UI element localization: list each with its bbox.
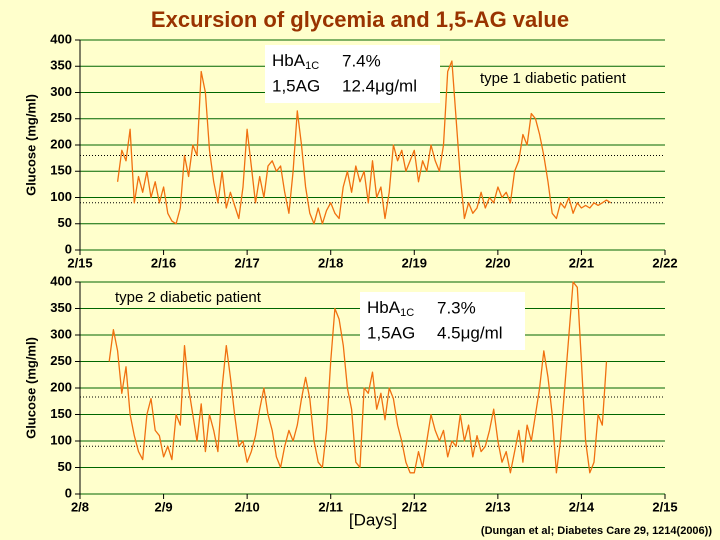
y-tick-label: 250 xyxy=(50,353,72,368)
hba1c-name: HbA xyxy=(367,298,401,317)
x-tick-label: 2/21 xyxy=(569,255,594,270)
hba1c-name: HbA xyxy=(272,51,306,70)
y-tick-label: 0 xyxy=(65,485,72,500)
x-tick-label: 2/18 xyxy=(318,255,343,270)
y-tick-label: 400 xyxy=(50,273,72,288)
hba1c-value: 7.4% xyxy=(342,51,381,70)
patient-label: type 1 diabetic patient xyxy=(480,70,627,87)
x-tick-label: 2/17 xyxy=(234,255,259,270)
x-tick-label: 2/14 xyxy=(569,499,595,514)
y-tick-label: 50 xyxy=(58,459,72,474)
hba1c-label: HbA1C xyxy=(367,298,414,318)
x-tick-label: 2/22 xyxy=(652,255,677,270)
x-tick-label: 2/13 xyxy=(485,499,510,514)
x-tick-label: 2/15 xyxy=(652,499,677,514)
info-box xyxy=(265,45,440,103)
hba1c-value: 7.3% xyxy=(437,298,476,317)
y-axis-label: Glucose (mg/ml) xyxy=(23,337,38,439)
y-tick-label: 150 xyxy=(50,406,72,421)
ag-label: 1,5AG xyxy=(272,76,320,95)
x-tick-label: 2/8 xyxy=(71,499,89,514)
hba1c-label: HbA1C xyxy=(272,51,319,71)
y-tick-label: 150 xyxy=(50,163,72,178)
hba1c-subscript: 1C xyxy=(305,60,319,72)
x-tick-label: 2/20 xyxy=(485,255,510,270)
y-axis-label: Glucose (mg/ml) xyxy=(23,94,38,196)
y-tick-label: 250 xyxy=(50,110,72,125)
y-tick-label: 300 xyxy=(50,84,72,99)
y-tick-label: 200 xyxy=(50,379,72,394)
y-tick-label: 400 xyxy=(50,31,72,46)
y-tick-label: 100 xyxy=(50,432,72,447)
y-tick-label: 50 xyxy=(58,215,72,230)
chart-title: Excursion of glycemia and 1,5-AG value xyxy=(151,7,569,32)
ag-value: 12.4μg/ml xyxy=(342,76,417,95)
y-tick-label: 0 xyxy=(65,241,72,256)
y-tick-label: 200 xyxy=(50,136,72,151)
x-tick-label: 2/9 xyxy=(155,499,173,514)
y-tick-label: 300 xyxy=(50,326,72,341)
ag-label: 1,5AG xyxy=(367,323,415,342)
y-tick-label: 350 xyxy=(50,300,72,315)
glucose-line xyxy=(116,60,612,225)
x-axis-label: [Days] xyxy=(349,510,397,529)
x-tick-label: 2/11 xyxy=(318,499,343,514)
patient-label: type 2 diabetic patient xyxy=(115,289,262,306)
x-tick-label: 2/10 xyxy=(234,499,259,514)
source: (Dungan et al; Diabetes Care 29, 1214(20… xyxy=(481,525,712,537)
info-box xyxy=(360,292,525,350)
x-tick-label: 2/16 xyxy=(151,255,176,270)
x-tick-label: 2/12 xyxy=(402,499,427,514)
ag-value: 4.5μg/ml xyxy=(437,323,503,342)
hba1c-subscript: 1C xyxy=(400,307,414,319)
x-tick-label: 2/15 xyxy=(67,255,92,270)
y-tick-label: 100 xyxy=(50,189,72,204)
y-tick-label: 350 xyxy=(50,58,72,73)
x-tick-label: 2/19 xyxy=(402,255,427,270)
glucose-line xyxy=(108,281,608,474)
